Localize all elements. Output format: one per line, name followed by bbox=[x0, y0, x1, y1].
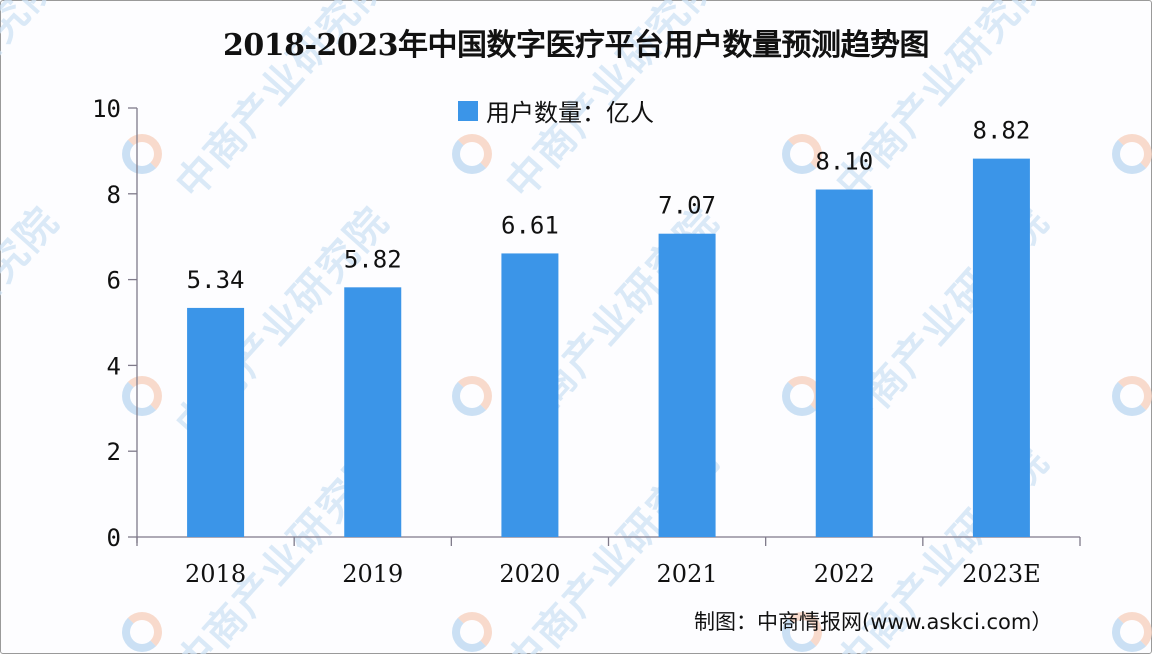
bar bbox=[972, 158, 1030, 537]
bar-value-label: 5.34 bbox=[187, 266, 245, 294]
bar bbox=[815, 189, 873, 537]
y-axis: 0 2 4 6 8 10 bbox=[92, 95, 138, 552]
bar bbox=[501, 253, 559, 537]
legend-swatch bbox=[458, 100, 478, 121]
chart-title: 2018-2023年中国数字医疗平台用户数量预测趋势图 bbox=[223, 28, 929, 63]
x-tick-label: 2022 bbox=[814, 560, 875, 588]
bar-value-label: 8.10 bbox=[815, 148, 873, 176]
bar bbox=[344, 287, 402, 537]
bar-value-label: 6.61 bbox=[501, 211, 559, 239]
legend: 用户数量：亿人 bbox=[458, 93, 654, 128]
y-tick-label: 10 bbox=[92, 95, 121, 123]
legend-label: 用户数量：亿人 bbox=[486, 99, 654, 127]
x-tick-label: 2023E bbox=[962, 560, 1041, 588]
x-axis: 2018 2019 2020 2021 2022 2023E bbox=[136, 536, 1081, 588]
x-tick-label: 2021 bbox=[657, 560, 718, 588]
bar bbox=[187, 307, 245, 537]
source-note: 制图：中商情报网(www.askci.com） bbox=[694, 610, 1053, 634]
y-tick-label: 2 bbox=[107, 438, 121, 466]
bars: 5.34 5.82 6.61 7.07 8.10 8.82 bbox=[187, 117, 1031, 537]
y-tick-label: 0 bbox=[107, 524, 121, 552]
x-tick-label: 2018 bbox=[185, 560, 246, 588]
bar-value-label: 8.82 bbox=[973, 117, 1031, 145]
bar-value-label: 5.82 bbox=[344, 245, 402, 273]
y-tick-label: 4 bbox=[107, 352, 121, 380]
x-tick-label: 2020 bbox=[499, 560, 560, 588]
y-tick-label: 6 bbox=[107, 267, 121, 295]
y-tick-label: 8 bbox=[107, 181, 121, 209]
bar bbox=[658, 233, 716, 537]
x-tick-label: 2019 bbox=[342, 560, 403, 588]
bar-value-label: 7.07 bbox=[658, 192, 716, 220]
